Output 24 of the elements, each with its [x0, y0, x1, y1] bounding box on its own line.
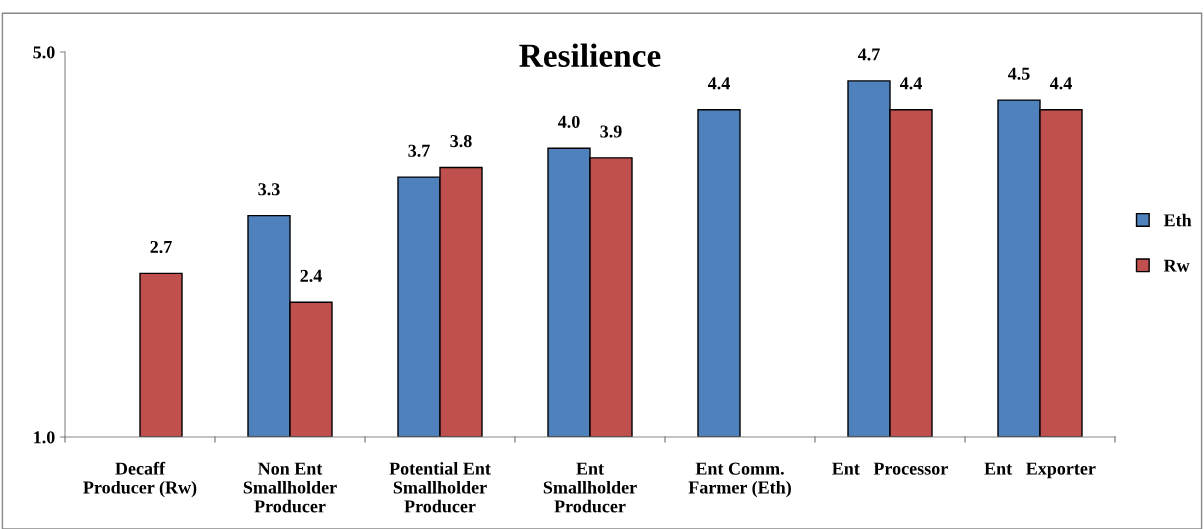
- data-label: 4.7: [857, 48, 880, 61]
- x-tick-label: Potential Ent Smallholder Producer: [389, 462, 491, 513]
- data-label: 3.7: [408, 144, 430, 157]
- x-tick-label: Decaff Producer (Rw): [83, 461, 197, 498]
- legend-label: Rw: [1163, 259, 1190, 272]
- data-label: 4.5: [1007, 67, 1030, 80]
- x-tick-label: Ent Comm. Farmer (Eth): [688, 462, 791, 498]
- data-label: 4.4: [899, 77, 922, 90]
- x-tick-label: Non Ent Smallholder Producer: [243, 462, 337, 513]
- x-tick-label: Ent Processor: [832, 462, 948, 475]
- data-label: 4.4: [1049, 77, 1072, 90]
- data-label: 4.0: [557, 115, 580, 128]
- legend-label: Eth: [1163, 213, 1192, 227]
- data-label: 4.4: [707, 77, 730, 90]
- data-label: 2.7: [150, 240, 172, 254]
- y-tick-label: 1.0: [34, 431, 55, 444]
- data-label: 3.3: [258, 183, 280, 196]
- y-tick-label: 5.0: [33, 46, 55, 59]
- data-label: 3.9: [600, 125, 622, 138]
- x-tick-label: Ent Smallholder Producer: [543, 462, 637, 513]
- data-label: 3.8: [450, 134, 472, 148]
- chart-title: Resilience: [519, 43, 661, 67]
- x-tick-label: Ent Exporter: [984, 462, 1096, 479]
- data-label: 2.4: [300, 269, 322, 282]
